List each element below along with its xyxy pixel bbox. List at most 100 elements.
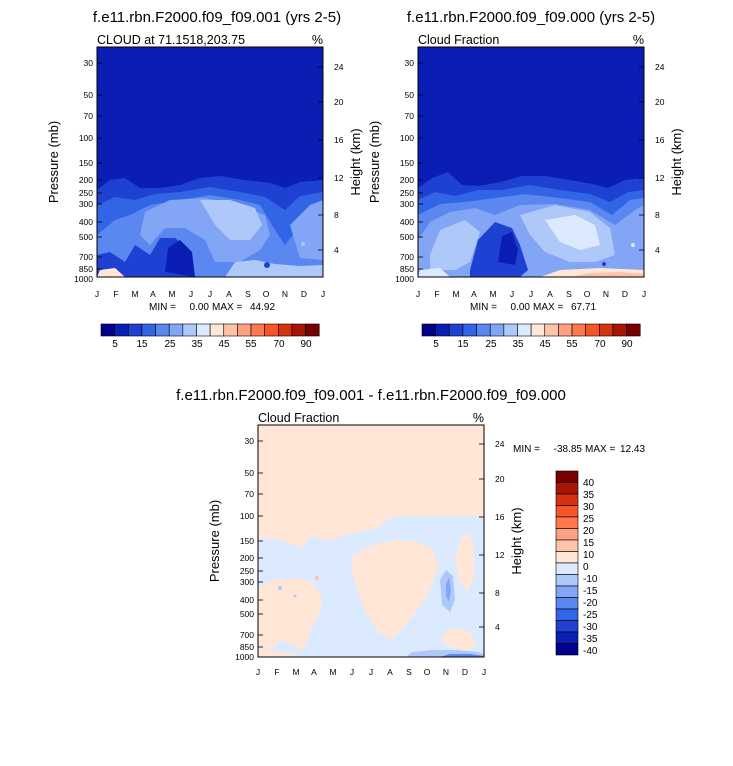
panel-1: f.e11.rbn.F2000.f09_f09.001 (yrs 2-5) CL…	[46, 9, 363, 350]
panel-1-ytick-150: 150	[79, 158, 93, 168]
colorbar-swatch	[421, 323, 436, 337]
panel-1-y-axis-right: 24 20 16 12 8 4 Height (km)	[318, 62, 363, 255]
panel-3-colorbar-label: -40	[583, 646, 598, 657]
panel-3-units-label: %	[473, 411, 484, 425]
panel-2-colorbar-label: 5	[433, 339, 439, 350]
panel-2-min-value: 0.00	[511, 302, 531, 313]
panel-3-xtick: J	[256, 667, 260, 677]
panel-1-minmax: MIN = 0.00 MAX = 44.92	[149, 302, 275, 313]
panel-2-htick-8: 8	[655, 210, 660, 220]
panel-2-htick-20: 20	[655, 97, 665, 107]
panel-3-colorbar-label: 0	[583, 562, 589, 573]
colorbar-swatch	[626, 323, 641, 337]
panel-1-ylabel: Pressure (mb)	[46, 121, 61, 203]
colorbar-swatch	[555, 539, 579, 552]
panel-1-htick-12: 12	[334, 173, 344, 183]
colorbar-swatch	[141, 323, 156, 337]
panel-3-colorbar-boxes	[555, 470, 579, 656]
panel-2-colorbar-label: 55	[566, 339, 578, 350]
colorbar-swatch	[555, 528, 579, 541]
colorbar-swatch	[503, 323, 518, 337]
panel-1-colorbar-label: 90	[300, 339, 312, 350]
panel-3-xtick: A	[387, 667, 393, 677]
colorbar-swatch	[555, 620, 579, 633]
panel-2-xtick: F	[434, 289, 439, 299]
panel-3-ytick-70: 70	[245, 489, 255, 499]
panel-2-xtick: A	[547, 289, 553, 299]
panel-1-xtick: D	[301, 289, 307, 299]
panel-1-xtick: J	[208, 289, 212, 299]
panel-3-ytick-150: 150	[240, 536, 254, 546]
panel-3-ytick-200: 200	[240, 553, 254, 563]
panel-1-ytick-100: 100	[79, 133, 93, 143]
panel-2-x-axis: J F M A M J J A S O N D J	[416, 289, 646, 299]
panel-3-xtick: N	[443, 667, 449, 677]
panel-1-colorbar-label: 45	[218, 339, 230, 350]
panel-1-xtick: A	[226, 289, 232, 299]
panel-3-colorbar-label: 40	[583, 478, 595, 489]
panel-3-ytick-850: 850	[240, 642, 254, 652]
panel-2-max-label: MAX =	[533, 302, 563, 313]
colorbar-swatch	[555, 631, 579, 644]
colorbar-swatch	[555, 585, 579, 598]
panel-3-ytick-30: 30	[245, 436, 255, 446]
panel-3-min-value: -38.85	[554, 444, 583, 455]
panel-3-x-axis: J F M A M J J A S O N D J	[256, 667, 486, 677]
panel-3-xtick: O	[424, 667, 431, 677]
panel-2-ytick-850: 850	[400, 264, 414, 274]
panel-3-y-axis-right: 24 20 16 12 8 4 Height (km)	[479, 439, 524, 632]
colorbar-swatch	[558, 323, 573, 337]
panel-1-ytick-200: 200	[79, 175, 93, 185]
colorbar-swatch	[168, 323, 184, 337]
panel-3-xtick: S	[406, 667, 412, 677]
panel-3-minmax: MIN = -38.85 MAX = 12.43	[513, 444, 645, 455]
panel-2-ytick-1000: 1000	[395, 274, 414, 284]
colorbar-swatch	[544, 323, 559, 337]
panel-3-htick-12: 12	[495, 550, 505, 560]
colorbar-swatch	[555, 551, 579, 564]
panel-2-colorbar-label: 35	[512, 339, 524, 350]
panel-2-ytick-30: 30	[405, 58, 415, 68]
panel-1-max-label: MAX =	[212, 302, 242, 313]
colorbar-swatch	[599, 323, 614, 337]
colorbar-swatch	[196, 323, 211, 337]
panel-1-xtick: J	[321, 289, 325, 299]
panel-1-xtick: S	[245, 289, 251, 299]
colorbar-swatch	[555, 562, 579, 575]
panel-1-colorbar-label: 55	[245, 339, 257, 350]
panel-3-htick-24: 24	[495, 439, 505, 449]
panel-2-colorbar-label: 25	[485, 339, 497, 350]
panel-2-ytick-200: 200	[400, 175, 414, 185]
colorbar-swatch	[489, 323, 505, 337]
panel-2-min-label: MIN =	[470, 302, 497, 313]
panel-1-title: f.e11.rbn.F2000.f09_f09.001 (yrs 2-5)	[93, 9, 341, 26]
panel-2-xtick: M	[489, 289, 496, 299]
panel-2-ytick-300: 300	[400, 199, 414, 209]
panel-2-ylabel-right: Height (km)	[669, 128, 684, 195]
panel-3-ytick-500: 500	[240, 609, 254, 619]
colorbar-swatch	[517, 323, 532, 337]
panel-1-colorbar-label: 25	[164, 339, 176, 350]
panel-1-colorbar-label: 35	[191, 339, 203, 350]
panel-2-xtick: J	[510, 289, 514, 299]
panel-2-units-label: %	[633, 33, 644, 47]
colorbar-swatch	[555, 516, 579, 529]
colorbar-swatch	[155, 323, 170, 337]
panel-3-colorbar-label: -25	[583, 610, 598, 621]
panel-3-htick-20: 20	[495, 474, 505, 484]
panel-3-ytick-400: 400	[240, 595, 254, 605]
panel-2-ytick-150: 150	[400, 158, 414, 168]
panel-2-y-axis-right: 24 20 16 12 8 4 Height (km)	[639, 62, 684, 255]
colorbar-swatch	[555, 482, 579, 495]
panel-1-ytick-70: 70	[84, 111, 94, 121]
colorbar-swatch	[476, 323, 491, 337]
panel-2-ytick-70: 70	[405, 111, 415, 121]
colorbar-swatch	[585, 323, 600, 337]
panel-2-xtick: N	[603, 289, 609, 299]
panel-3-colorbar-label: -20	[583, 598, 598, 609]
panel-3-colorbar-label: -35	[583, 634, 598, 645]
panel-1-min-value: 0.00	[190, 302, 210, 313]
panel-2-ytick-500: 500	[400, 232, 414, 242]
panel-3-xtick: M	[292, 667, 299, 677]
panel-3-colorbar-label: -10	[583, 574, 598, 585]
